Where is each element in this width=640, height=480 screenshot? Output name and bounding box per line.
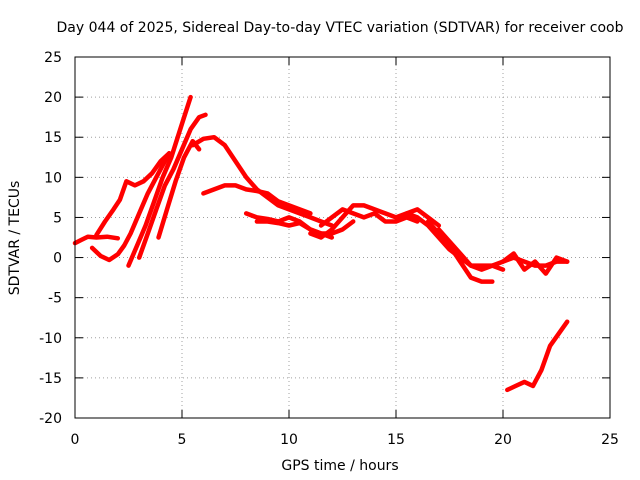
data-series-group (72, 94, 570, 393)
series-line-arc-14 (425, 219, 495, 284)
x-tick-label: 20 (494, 432, 512, 448)
x-axis-label: GPS time / hours (281, 458, 398, 474)
y-tick-label: 25 (44, 50, 62, 66)
y-tick-label: 10 (44, 170, 62, 186)
x-tick-label: 25 (601, 432, 619, 448)
grid-lines (75, 57, 610, 418)
y-tick-label: -20 (39, 411, 62, 427)
y-axis-label: SDTVAR / TECUs (7, 181, 23, 296)
plot-frame (74, 56, 611, 419)
y-tick-label: 0 (53, 251, 62, 267)
series-line-arc-1 (72, 234, 121, 246)
y-tick-label: 15 (44, 130, 62, 146)
series-line-arc-4 (126, 94, 193, 268)
series-line-arc-17 (505, 319, 570, 393)
series-line-arc-2 (89, 151, 172, 263)
series-line-arc-3 (94, 151, 172, 238)
y-tick-label: 5 (53, 210, 62, 226)
x-tick-label: 5 (178, 432, 187, 448)
x-tick-label: 0 (71, 432, 80, 448)
series-line-arc-13 (404, 211, 506, 272)
x-tick-label: 10 (280, 432, 298, 448)
y-tick-label: -10 (39, 331, 62, 347)
x-tick-label: 15 (387, 432, 405, 448)
y-tick-label: -15 (39, 371, 62, 387)
y-tick-label: -5 (48, 291, 62, 307)
series-line-arc-8 (201, 183, 313, 216)
chart-title: Day 044 of 2025, Sidereal Day-to-day VTE… (57, 20, 624, 36)
series-line-arc-16 (500, 251, 570, 276)
series-line-arc-5 (136, 112, 208, 260)
series-line-arc-10 (243, 211, 335, 240)
series-line-arc-12 (318, 207, 420, 228)
y-tick-label: 20 (44, 90, 62, 106)
axis-ticks: 0 5 10 15 20 25 -20 -15 -10 -5 0 5 10 15 20 25 (39, 50, 619, 448)
series-line-arc-11 (308, 203, 442, 240)
